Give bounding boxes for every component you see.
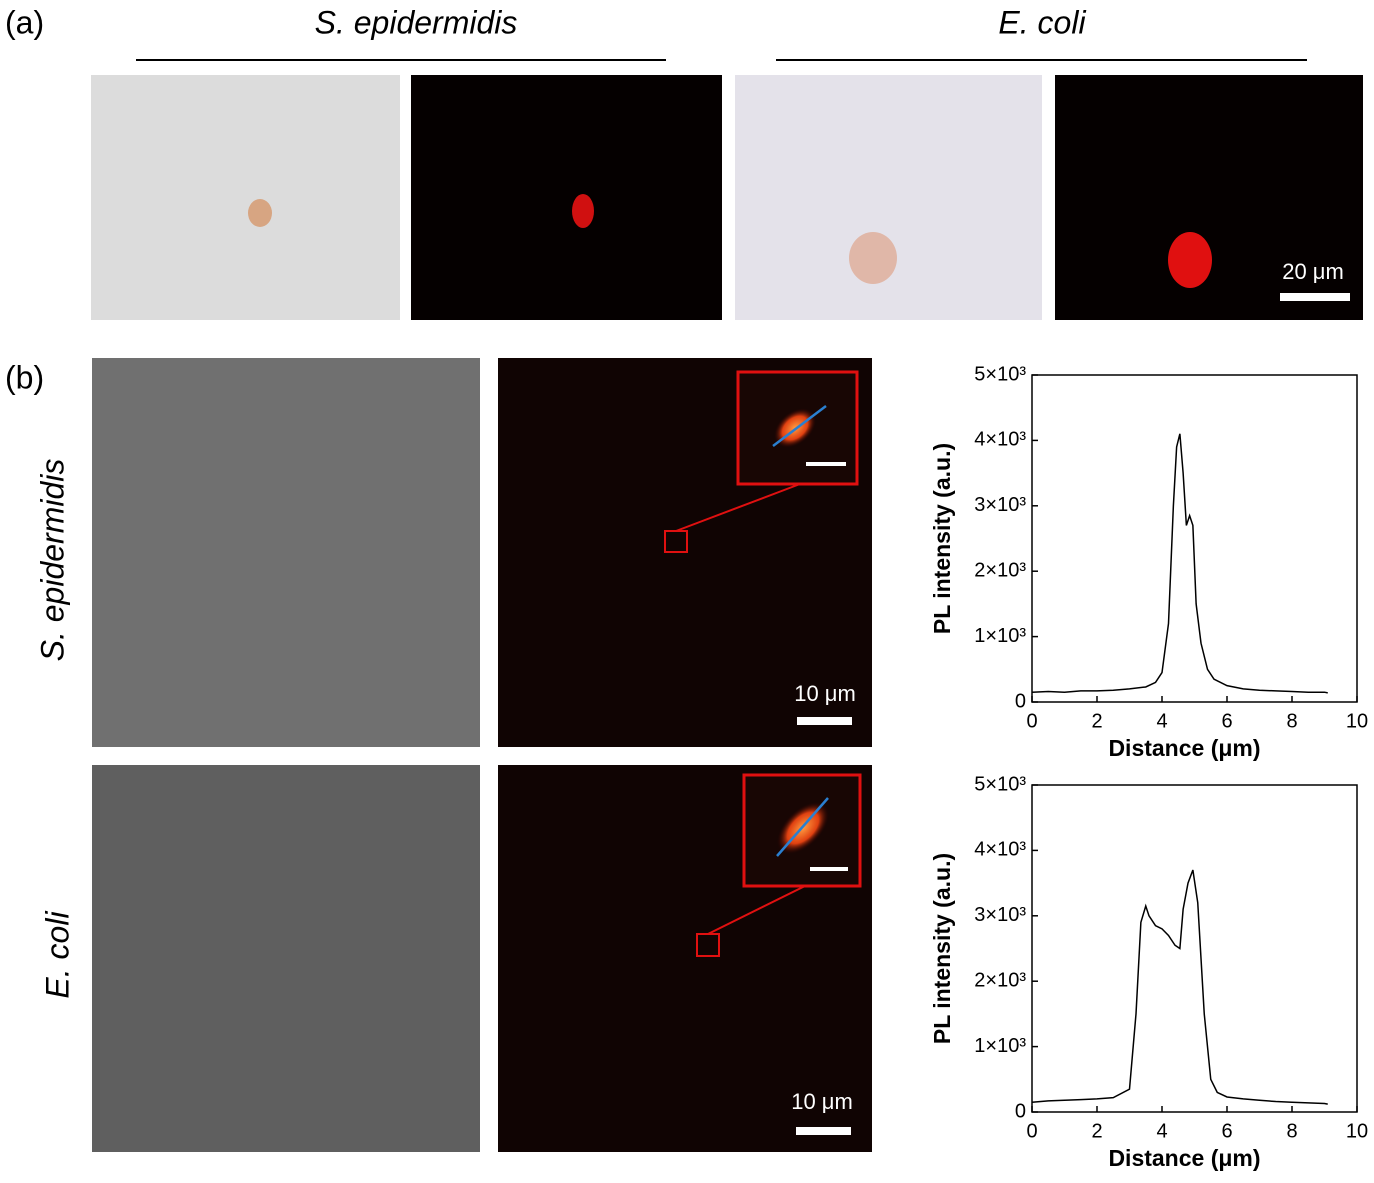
x-tick-label: 6 [1221,1120,1232,1142]
panel-label: (b) [5,359,44,395]
scale-bar [796,1127,851,1135]
x-tick-label: 0 [1026,710,1037,732]
column-title: E. coli [998,4,1086,40]
fluorescence-image [411,75,722,320]
scale-bar [1280,293,1350,301]
y-tick-label: 4×10³ [974,839,1026,861]
plot-frame [1031,374,1358,703]
y-tick-label: 0 [1015,1100,1026,1122]
y-tick-label: 1×10³ [974,1035,1026,1057]
y-axis-label: PL intensity (a.u.) [929,443,955,634]
scale-bar-label: 20 μm [1282,259,1344,284]
x-tick-label: 8 [1286,1120,1297,1142]
panel-label: (a) [5,4,44,40]
column-title: S. epidermidis [315,4,518,40]
x-tick-label: 0 [1026,1120,1037,1142]
y-tick-label: 2×10³ [974,559,1026,581]
x-tick-label: 10 [1346,710,1368,732]
cluster [248,199,272,227]
inset [696,773,862,957]
y-tick-label: 5×10³ [974,363,1026,385]
row-title: S. epidermidis [34,459,70,662]
y-tick-label: 3×10³ [974,904,1026,926]
inset [664,370,859,553]
line [1031,869,1328,1105]
y-tick-label: 1×10³ [974,625,1026,647]
y-tick-label: 4×10³ [974,429,1026,451]
cluster [849,232,897,284]
brightfield-image [91,75,400,320]
brightfield-image [92,358,480,747]
x-axis-label: Distance (μm) [1108,735,1260,761]
fluorescence-image [1055,75,1363,320]
plot-frame [1031,784,1358,1113]
x-tick-label: 2 [1091,1120,1102,1142]
cluster [1168,232,1212,288]
y-tick-label: 0 [1015,690,1026,712]
x-tick-label: 4 [1156,710,1167,732]
y-tick-label: 3×10³ [974,494,1026,516]
line [1031,433,1328,694]
brightfield-image [735,75,1042,320]
x-tick-label: 6 [1221,710,1232,732]
brightfield-image [92,765,480,1152]
y-axis-label: PL intensity (a.u.) [929,853,955,1044]
x-tick-label: 8 [1286,710,1297,732]
y-tick-label: 2×10³ [974,969,1026,991]
scale-bar [797,717,852,725]
y-tick-label: 5×10³ [974,773,1026,795]
x-axis-label: Distance (μm) [1108,1145,1260,1171]
scale-bar-label: 10 μm [791,1089,853,1114]
scale-bar-label: 10 μm [794,681,856,706]
x-tick-label: 2 [1091,710,1102,732]
cluster [572,194,594,228]
x-tick-label: 10 [1346,1120,1368,1142]
x-tick-label: 4 [1156,1120,1167,1142]
row-title: E. coli [39,911,75,999]
